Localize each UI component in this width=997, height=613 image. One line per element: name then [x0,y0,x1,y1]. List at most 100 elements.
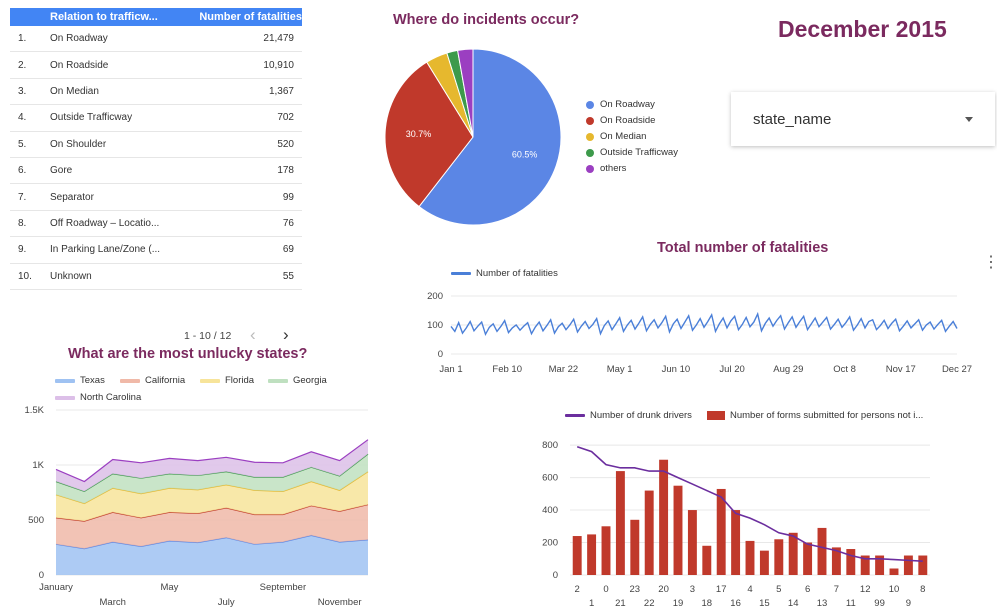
state-filter-label: state_name [753,110,832,128]
area-y-tick: 1K [32,460,44,471]
combo-bar[interactable] [918,555,928,575]
combo-y-tick: 0 [553,570,558,581]
more-options-icon[interactable]: ⋮ [983,254,997,271]
combo-bar[interactable] [889,568,899,575]
table-row[interactable]: 1. On Roadway 21,479 [10,26,302,53]
state-filter-dropdown[interactable]: state_name [731,92,995,146]
line-legend-swatch [451,272,471,275]
combo-bar[interactable] [803,542,813,575]
legend-dot [586,132,594,141]
row-fatalities: 1,367 [268,85,294,97]
line-x-tick: Nov 17 [886,364,916,375]
combo-x-tick: 23 [630,584,641,595]
pie-legend-label: On Roadway [600,99,655,110]
row-index: 3. [18,85,27,97]
combo-bar[interactable] [716,488,726,575]
combo-bar[interactable] [587,534,597,575]
combo-bar[interactable] [601,526,611,575]
combo-bar[interactable] [745,540,755,575]
area-series-2[interactable] [56,504,368,549]
prev-page-button[interactable]: ‹ [250,325,256,344]
table-row[interactable]: 7. Separator 99 [10,184,302,211]
next-page-button[interactable]: › [283,325,289,344]
area-legend-item[interactable]: Florida [200,375,254,386]
table-row[interactable]: 9. In Parking Lane/Zone (... 69 [10,237,302,264]
area-series-3[interactable] [56,471,368,522]
area-y-tick: 500 [28,515,44,526]
area-x-tick: July [218,597,235,608]
pie-legend-label: On Median [600,131,647,142]
combo-bar[interactable] [673,485,683,575]
chevron-down-icon[interactable] [965,116,973,122]
combo-bar[interactable] [572,536,582,575]
legend-dot [586,164,594,173]
table-row[interactable]: 6. Gore 178 [10,158,302,185]
line-series-fatalities[interactable] [450,311,958,337]
combo-x-tick: 17 [716,584,727,595]
legend-dot [586,116,594,125]
area-series-line [55,439,369,483]
area-legend-label: California [145,375,186,386]
area-legend-item[interactable]: Georgia [268,375,327,386]
combo-bar[interactable] [831,547,841,575]
table-row[interactable]: 8. Off Roadway – Locatio... 76 [10,211,302,238]
pie-chart-title: Where do incidents occur? [393,12,580,28]
combo-legend-bar-swatch [707,411,725,420]
table-row[interactable]: 3. On Median 1,367 [10,79,302,106]
combo-legend-bar-label: Number of forms submitted for persons no… [730,410,924,421]
area-series-5[interactable] [56,439,368,492]
pie-slice-label: 60.5% [512,150,538,160]
row-fatalities: 702 [277,112,294,124]
pie-legend-label: On Roadside [600,115,656,126]
combo-bar[interactable] [759,550,769,575]
combo-line-drunk-drivers[interactable] [576,445,923,562]
table-row[interactable]: 4. Outside Trafficway 702 [10,105,302,132]
legend-dot [586,100,594,109]
column-header-fatalities[interactable]: Number of fatalities [199,11,302,23]
combo-bar[interactable] [630,519,640,575]
pie-slice-2[interactable] [385,61,474,208]
combo-bar[interactable] [875,555,885,575]
area-x-tick: November [318,597,362,608]
pie-legend-item[interactable]: On Roadside [586,115,655,126]
row-index: 8. [18,217,27,229]
combo-bar[interactable] [731,510,741,575]
area-legend-item[interactable]: North Carolina [55,392,141,403]
combo-bar[interactable] [774,539,784,575]
pie-legend-item[interactable]: On Median [586,131,646,142]
combo-bar[interactable] [846,549,856,575]
legend-dot [586,148,594,157]
line-x-tick: Dec 27 [942,364,972,375]
pie-legend-item[interactable]: Outside Trafficway [586,147,678,158]
combo-bar[interactable] [788,532,798,575]
line-y-tick: 200 [427,291,443,302]
area-legend-item[interactable]: California [120,375,185,386]
area-series-line [55,534,369,550]
area-series-4[interactable] [56,454,368,504]
table-row[interactable]: 10. Unknown 55 [10,264,302,290]
row-index: 9. [18,244,27,256]
combo-bar[interactable] [817,527,827,575]
combo-y-tick: 400 [542,505,558,516]
combo-bar[interactable] [702,545,712,575]
row-relation: On Shoulder [50,138,107,150]
combo-bar[interactable] [687,510,697,575]
combo-x-tick: 1 [589,598,594,609]
column-header-relation[interactable]: Relation to trafficw... [50,11,158,23]
pie-slice-5[interactable] [457,48,474,138]
table-row[interactable]: 2. On Roadside 10,910 [10,52,302,79]
pie-slice-label: 30.7% [406,129,432,139]
combo-bar[interactable] [860,555,870,575]
pie-legend-item[interactable]: On Roadway [586,99,655,110]
combo-bar[interactable] [659,459,669,575]
combo-bar[interactable] [615,471,625,575]
row-relation: Unknown [50,270,92,282]
combo-bar[interactable] [644,490,654,575]
combo-bar[interactable] [903,555,913,575]
area-legend-item[interactable]: Texas [55,375,105,386]
pie-legend-item[interactable]: others [586,163,626,174]
combo-x-tick: 20 [658,584,669,595]
table-row[interactable]: 5. On Shoulder 520 [10,132,302,158]
pie-slice-1[interactable] [418,48,562,226]
